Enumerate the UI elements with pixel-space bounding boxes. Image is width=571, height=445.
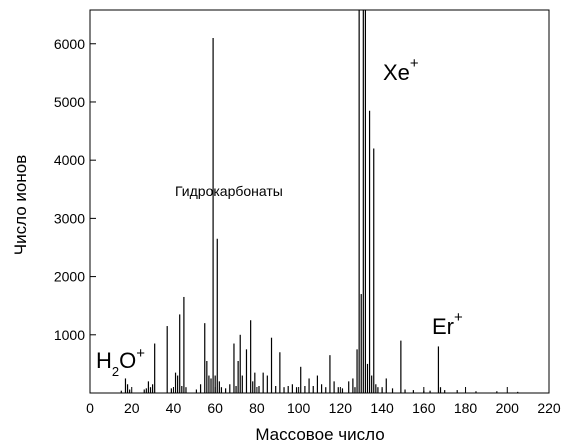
x-tick-label: 100 [287,400,311,416]
x-tick-label: 200 [496,400,520,416]
annotation: Гидрокарбонаты [175,183,283,199]
annotation-part: H [96,348,112,373]
x-tick-label: 120 [329,400,353,416]
plot-frame [89,9,550,394]
x-tick-label: 220 [537,400,561,416]
annotation: Xe+ [383,55,419,85]
x-tick-label: 180 [454,400,478,416]
y-axis-title: Число ионов [11,155,30,255]
x-tick-label: 140 [370,400,394,416]
annotation-part: + [136,345,145,362]
x-tick-label: 20 [124,400,140,416]
annotation-part: + [454,309,463,326]
y-tick-label: 1000 [54,327,85,343]
x-tick-label: 60 [207,400,223,416]
x-tick-label: 40 [166,400,182,416]
y-tick-label: 5000 [54,94,85,110]
x-axis-title: Массовое число [255,425,384,444]
y-tick-label: 4000 [54,152,85,168]
y-tick-label: 3000 [54,210,85,226]
y-tick-label: 2000 [54,269,85,285]
x-tick-label: 160 [412,400,436,416]
annotation-part: Er [432,314,454,339]
annotation: Er+ [432,309,463,339]
annotation-part: 2 [112,364,119,379]
annotation: H2O+ [96,345,145,379]
annotation-part: + [410,55,419,72]
x-tick-label: 80 [249,400,265,416]
annotation-part: O [119,348,136,373]
annotation-part: Xe [383,60,410,85]
x-tick-label: 0 [86,400,94,416]
y-tick-label: 6000 [54,36,85,52]
